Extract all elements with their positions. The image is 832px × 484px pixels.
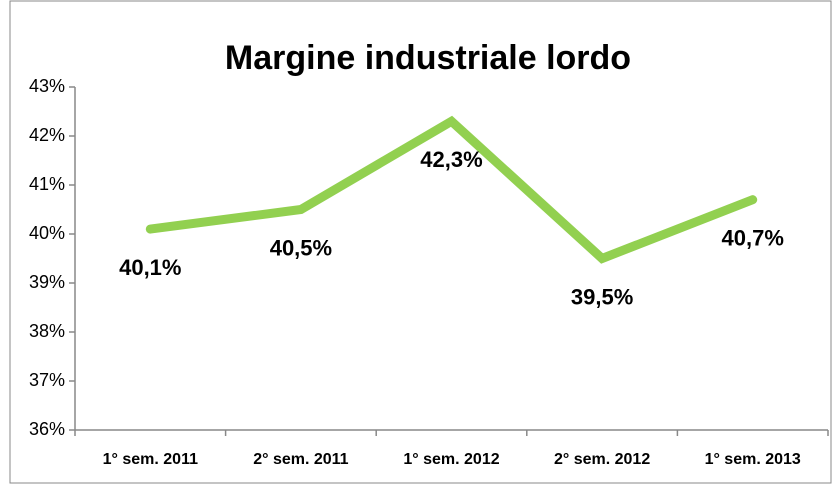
data-label: 42,3%: [420, 147, 482, 172]
data-label: 40,5%: [270, 235, 332, 260]
y-tick-label: 43%: [29, 76, 65, 96]
data-label: 39,5%: [571, 284, 633, 309]
x-tick-label: 1° sem. 2013: [705, 451, 801, 468]
x-tick-label: 1° sem. 2011: [103, 451, 198, 468]
y-tick-label: 38%: [29, 321, 65, 341]
chart-frame: [9, 0, 832, 484]
data-label: 40,1%: [119, 255, 181, 280]
y-tick-label: 36%: [29, 419, 65, 439]
x-tick-label: 1° sem. 2012: [403, 451, 499, 468]
y-tick-label: 42%: [29, 125, 65, 145]
x-tick-label: 2° sem. 2012: [554, 451, 650, 468]
series-line: [145, 115, 758, 264]
y-tick-label: 41%: [29, 174, 65, 194]
data-label: 40,7%: [722, 226, 784, 251]
chart-title: Margine industriale lordo: [225, 39, 631, 77]
y-tick-label: 37%: [29, 370, 65, 390]
x-tick-label: 2° sem. 2011: [253, 451, 348, 468]
y-tick-label: 39%: [29, 272, 65, 292]
y-tick-label: 40%: [29, 223, 65, 243]
